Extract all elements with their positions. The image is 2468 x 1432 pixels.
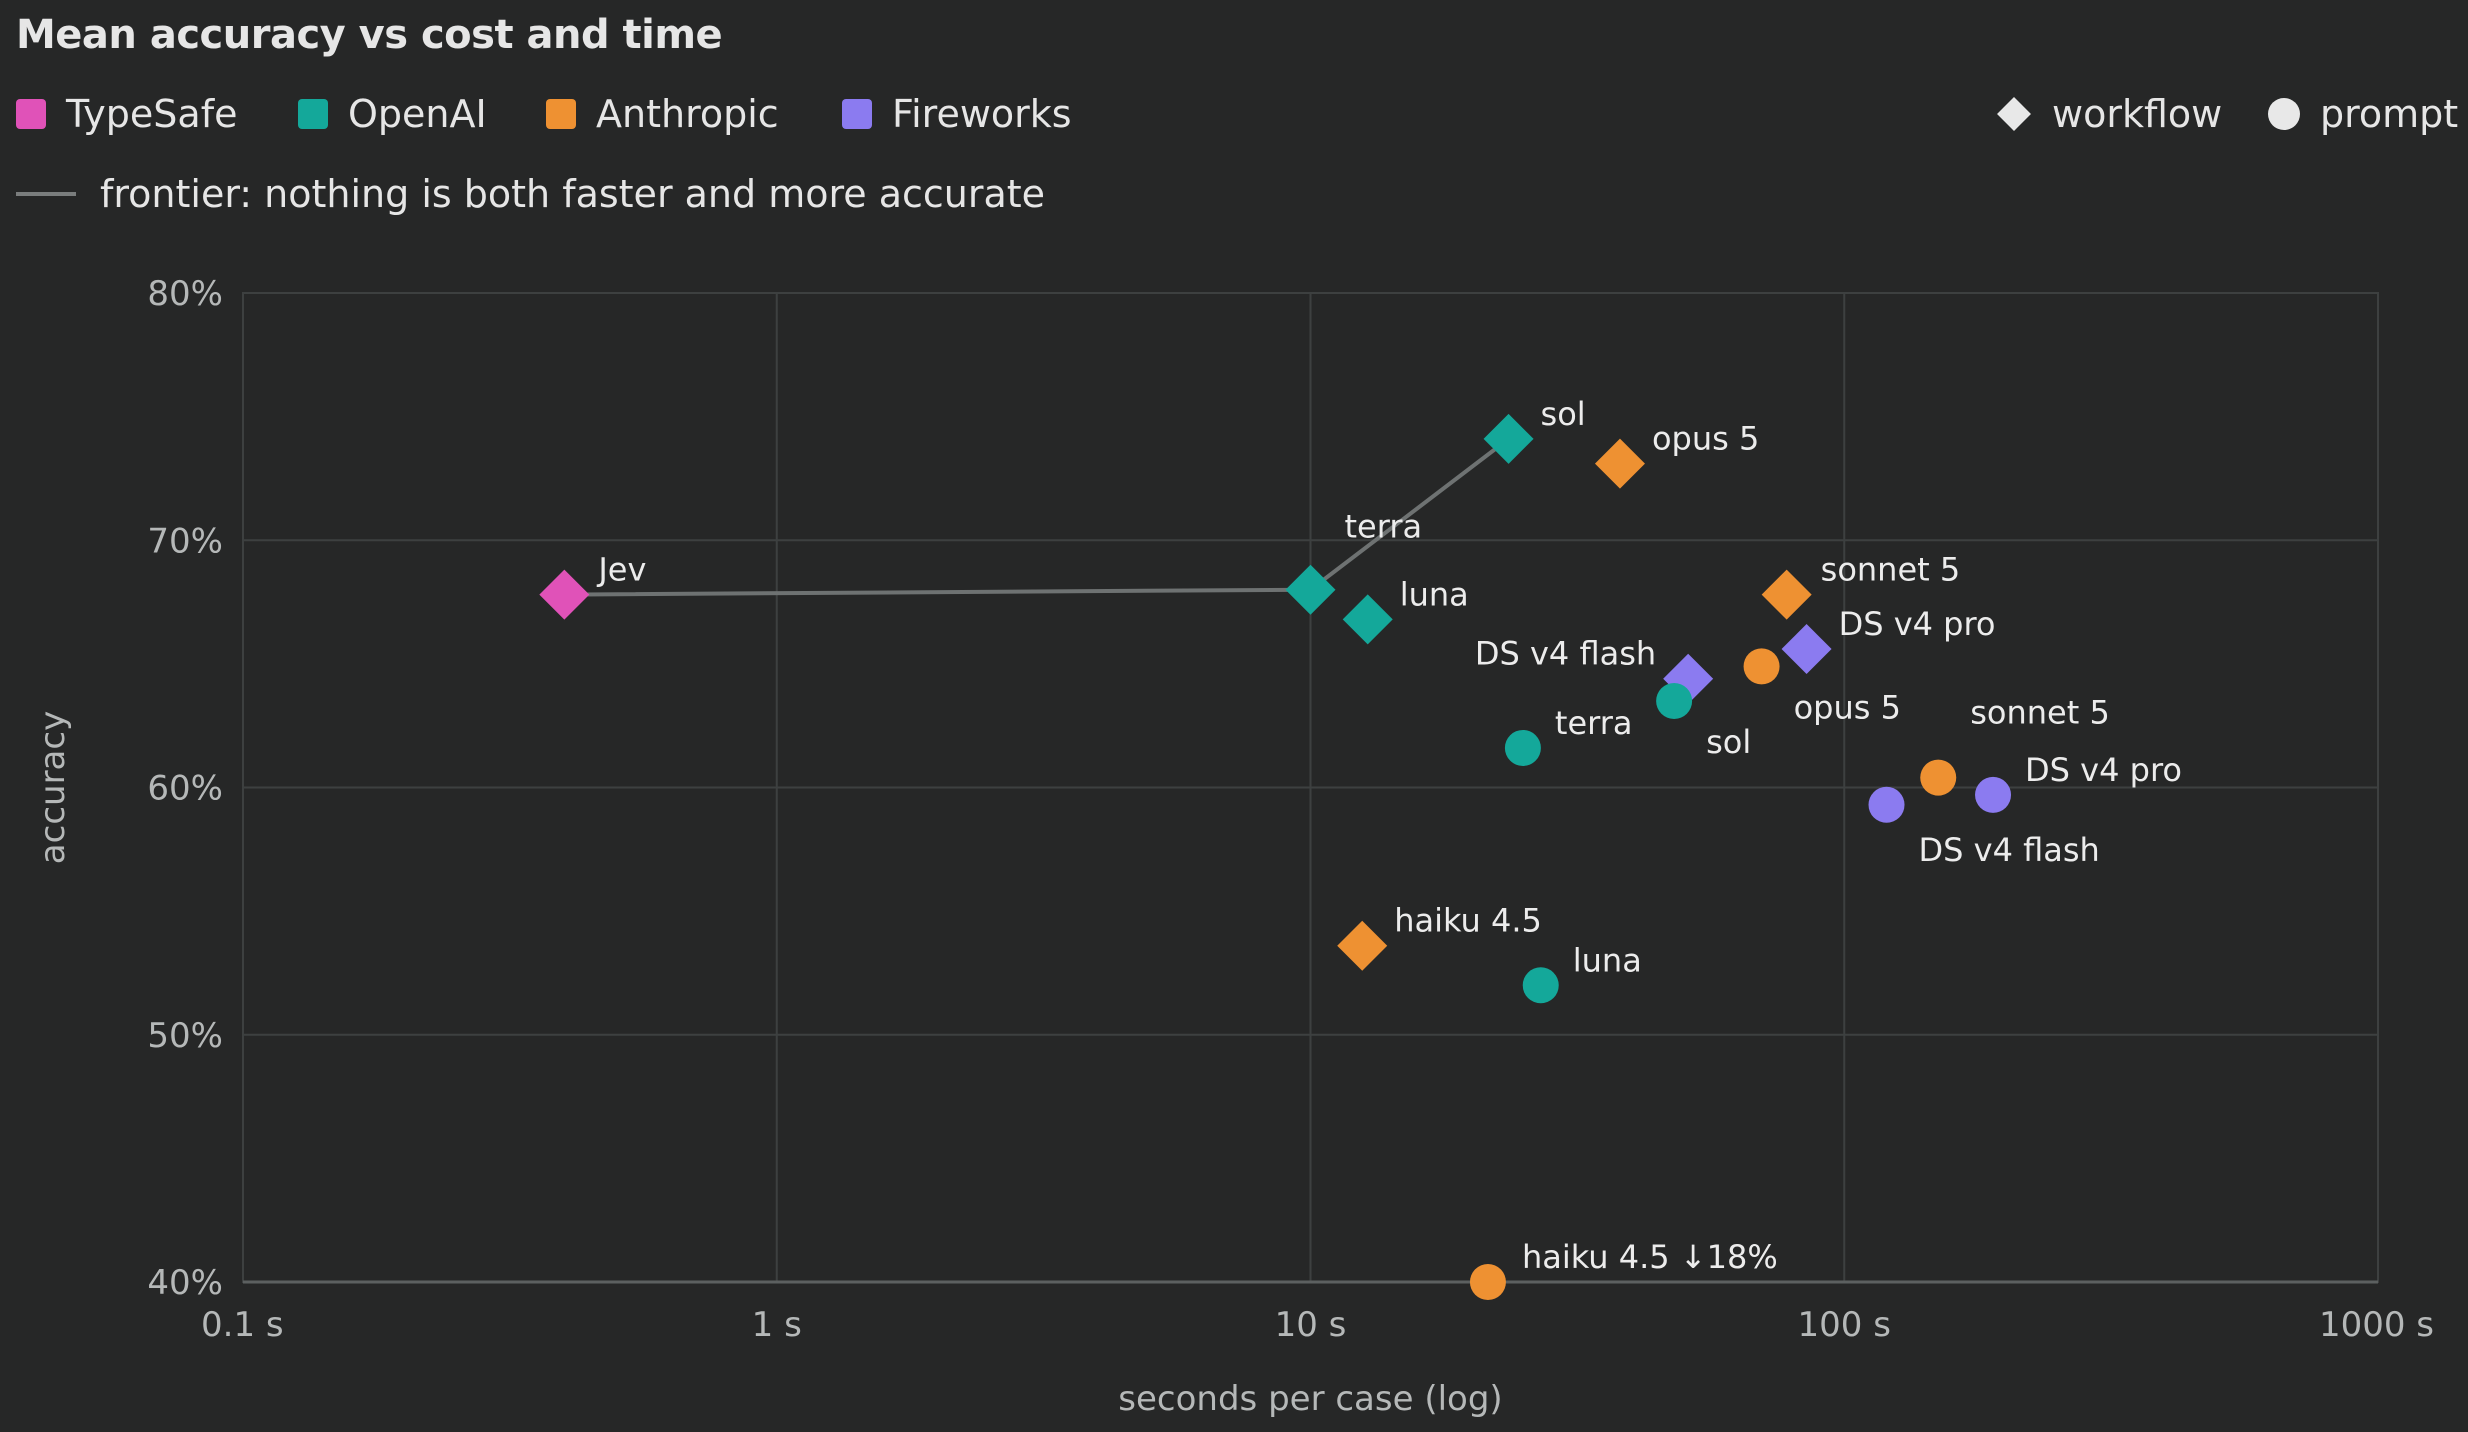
legend-label-fireworks: Fireworks [892,92,1072,136]
workflow-point-sol [1483,413,1534,464]
legend-label-openai: OpenAI [348,92,487,136]
data-label-sol: sol [1541,395,1586,433]
workflow-point-terra [1285,564,1336,615]
legend-item-fireworks: Fireworks [842,92,1072,136]
data-label-sonnet-5: sonnet 5 [1970,694,2110,732]
prompt-point-sonnet-5 [1920,759,1957,796]
data-label-sonnet-5: sonnet 5 [1821,551,1961,589]
y-tick-label: 60% [147,769,223,809]
circle-icon [2268,98,2300,130]
y-axis-ticks: 40% 50% 60% 70% 80% [147,274,223,1303]
x-axis-label: seconds per case (log) [1118,1379,1502,1419]
legend-swatch-openai [298,99,328,129]
chart-title: Mean accuracy vs cost and time [16,12,723,58]
grid-lines [242,292,2379,1284]
legend-swatch-anthropic [546,99,576,129]
legend-item-prompt: prompt [2268,92,2458,136]
data-label-haiku-4-5: haiku 4.5 [1394,902,1542,940]
legend-swatch-fireworks [842,99,872,129]
data-label-ds-v4-flash: DS v4 flash [1475,635,1656,673]
workflow-point-luna [1342,594,1393,645]
data-label-opus-5: opus 5 [1794,688,1901,726]
y-axis-label: accuracy [33,711,73,864]
legend-swatch-typesafe [16,99,46,129]
legend-item-typesafe: TypeSafe [16,92,237,136]
workflow-point-ds-v4-pro [1781,624,1832,675]
data-label-ds-v4-pro: DS v4 pro [1839,605,1996,643]
x-tick-label: 100 s [1798,1305,1891,1345]
data-label-ds-v4-pro: DS v4 pro [2025,751,2182,789]
legend-label-prompt: prompt [2320,92,2459,136]
x-axis-ticks: 0.1 s 1 s 10 s 100 s 1000 s [201,1305,2434,1345]
y-tick-label: 40% [147,1263,223,1303]
workflow-point-sonnet-5 [1761,569,1812,620]
workflow-point-jev [539,569,590,620]
legend-item-workflow: workflow [1996,92,2222,136]
data-label-opus-5: opus 5 [1652,420,1759,458]
prompt-point-terra [1504,729,1541,766]
legend-label-typesafe: TypeSafe [66,92,238,136]
x-tick-label: 0.1 s [201,1305,284,1345]
prompt-point-ds-v4-flash [1868,786,1905,823]
workflow-point-opus-5 [1594,438,1645,489]
legend-label-workflow: workflow [2052,92,2223,136]
prompt-point-opus-5 [1743,648,1780,685]
x-tick-label: 1 s [752,1305,802,1345]
y-tick-label: 70% [147,521,223,561]
data-label-terra: terra [1345,508,1423,546]
prompt-point-ds-v4-pro [1975,776,2012,813]
legend-item-frontier: frontier: nothing is both faster and mor… [16,172,1045,216]
y-tick-label: 80% [147,274,223,314]
legend-label-frontier: frontier: nothing is both faster and mor… [100,172,1046,216]
y-tick-label: 50% [147,1016,223,1056]
frontier-line-swatch [16,192,76,196]
data-label-haiku-4-5-18: haiku 4.5 ↓18% [1522,1238,1778,1276]
data-label-terra: terra [1555,704,1633,742]
legend-label-anthropic: Anthropic [596,92,779,136]
x-tick-label: 10 s [1275,1305,1347,1345]
legend: TypeSafe OpenAI Anthropic Fireworks work… [16,92,2458,148]
prompt-point-luna [1522,967,1559,1004]
data-label-sol: sol [1706,723,1751,761]
x-tick-label: 1000 s [2319,1305,2434,1345]
prompt-point-sol [1656,682,1693,719]
workflow-point-haiku-4-5 [1337,920,1388,971]
legend-item-anthropic: Anthropic [546,92,779,136]
data-label-ds-v4-flash: DS v4 flash [1919,831,2100,869]
data-label-luna: luna [1400,575,1469,613]
prompt-point-haiku-4-5-18 [1469,1264,1506,1300]
data-label-jev: Jev [596,551,646,589]
data-points [539,413,2012,1300]
legend-item-openai: OpenAI [298,92,487,136]
data-labels: Jev terra luna sol opus 5 sonnet 5 haiku 4.5 DS… [596,395,2182,1276]
data-label-luna: luna [1573,941,1642,979]
